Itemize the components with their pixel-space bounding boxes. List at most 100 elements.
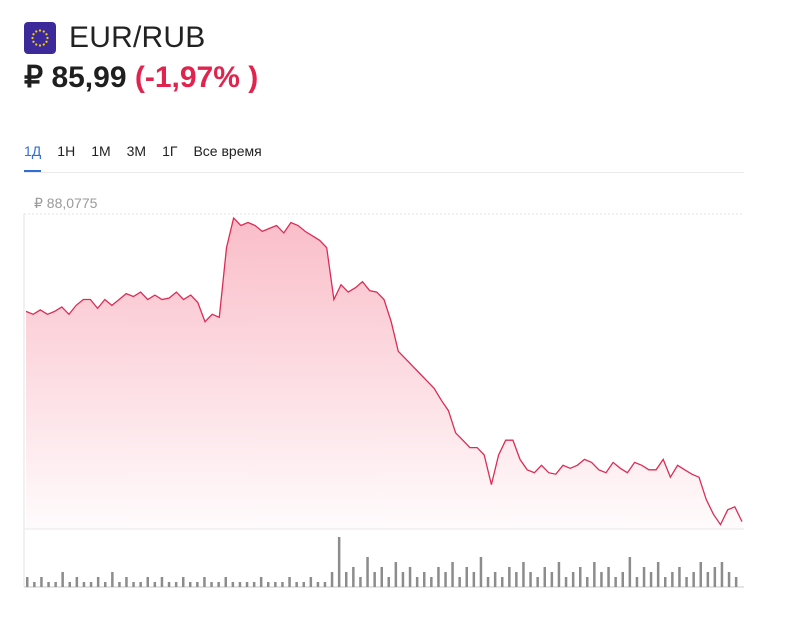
volume-bar <box>210 582 213 587</box>
volume-bar <box>203 577 206 587</box>
volume-bar <box>302 582 305 587</box>
volume-bar <box>401 572 405 587</box>
volume-bar <box>465 567 468 587</box>
volume-bar <box>564 577 568 587</box>
tab-3m[interactable]: 3М <box>126 143 147 159</box>
volume-bar <box>47 582 50 587</box>
volume-bar <box>699 562 702 587</box>
volume-bar <box>536 577 539 587</box>
volume-bar <box>259 577 263 587</box>
volume-bar <box>323 582 327 587</box>
price-value: 85,99 <box>51 61 127 94</box>
volume-bar <box>196 582 199 587</box>
volume-bar <box>231 582 235 587</box>
volume-bar <box>238 582 242 587</box>
volume-bar <box>586 577 589 587</box>
tab-1y[interactable]: 1Г <box>162 143 178 159</box>
volume-bar <box>600 572 603 587</box>
volume-bar <box>621 572 624 587</box>
tab-all-time[interactable]: Все время <box>193 143 262 159</box>
volume-bar <box>146 577 149 587</box>
volume-bar <box>373 572 376 587</box>
volume-bar <box>125 577 128 587</box>
volume-bar <box>515 572 518 587</box>
tab-1d[interactable]: 1Д <box>24 142 42 172</box>
volume-bar <box>54 582 57 587</box>
volume-bar <box>579 567 582 587</box>
volume-bar <box>153 582 157 587</box>
volume-bar <box>224 577 227 587</box>
volume-bar <box>493 572 497 587</box>
volume-bar <box>486 577 490 587</box>
volume-bars <box>26 537 738 587</box>
volume-bar <box>649 572 653 587</box>
period-tabs: 1Д 1Н 1М 3М 1Г Все время <box>24 142 744 173</box>
volume-bar <box>727 572 731 587</box>
volume-bar <box>309 577 313 587</box>
volume-bar <box>217 582 220 587</box>
volume-bar <box>423 572 426 587</box>
volume-bar <box>394 562 398 587</box>
volume-bar <box>139 582 142 587</box>
volume-bar <box>635 577 639 587</box>
volume-bar <box>628 557 632 587</box>
volume-bar <box>458 577 461 587</box>
eu-flag-icon <box>24 22 56 54</box>
volume-bar <box>352 567 355 587</box>
volume-bar <box>274 582 277 587</box>
volume-bar <box>295 582 298 587</box>
volume-bar <box>678 567 681 587</box>
volume-bar <box>337 537 341 587</box>
volume-bar <box>366 557 369 587</box>
volume-bar <box>692 572 695 587</box>
price-change: (-1,97% ) <box>134 61 259 94</box>
volume-bar <box>571 572 575 587</box>
volume-bar <box>345 572 348 587</box>
volume-bar <box>288 577 291 587</box>
volume-bar <box>479 557 483 587</box>
volume-bar <box>160 577 164 587</box>
volume-bar <box>543 567 546 587</box>
eu-flag-stars <box>31 29 49 47</box>
volume-bar <box>387 577 390 587</box>
volume-bar <box>706 572 710 587</box>
volume-bar <box>607 567 610 587</box>
volume-bar <box>671 572 674 587</box>
volume-bar <box>415 577 419 587</box>
volume-bar <box>316 582 320 587</box>
tab-1w[interactable]: 1Н <box>57 143 76 159</box>
volume-bar <box>281 582 284 587</box>
price-line <box>25 216 743 526</box>
volume-bar <box>359 577 362 587</box>
volume-bar <box>96 577 100 587</box>
volume-bar <box>451 562 454 587</box>
volume-bar <box>642 567 646 587</box>
volume-bar <box>132 582 135 587</box>
volume-bar <box>252 582 256 587</box>
volume-bar <box>118 582 121 587</box>
volume-bar <box>82 582 86 587</box>
volume-bar <box>40 577 43 587</box>
volume-bar <box>522 562 525 587</box>
volume-bar <box>104 582 107 587</box>
volume-bar <box>557 562 561 587</box>
volume-bar <box>472 572 476 587</box>
volume-bar <box>68 582 71 587</box>
volume-bar <box>734 577 738 587</box>
volume-bar <box>508 567 511 587</box>
volume-bar <box>330 572 334 587</box>
price-area-fill <box>26 218 742 529</box>
volume-bar <box>267 582 270 587</box>
volume-bar <box>33 582 36 587</box>
volume-bar <box>720 562 724 587</box>
volume-bar <box>245 582 249 587</box>
price-row: ₽ 85,99 (-1,97% ) <box>24 60 258 95</box>
volume-bar <box>529 572 532 587</box>
tab-1m[interactable]: 1М <box>91 143 111 159</box>
volume-bar <box>408 567 412 587</box>
volume-bar <box>713 567 717 587</box>
volume-bar <box>89 582 93 587</box>
max-price-label: ₽ 88,0775 <box>34 195 98 211</box>
volume-bar <box>174 582 178 587</box>
